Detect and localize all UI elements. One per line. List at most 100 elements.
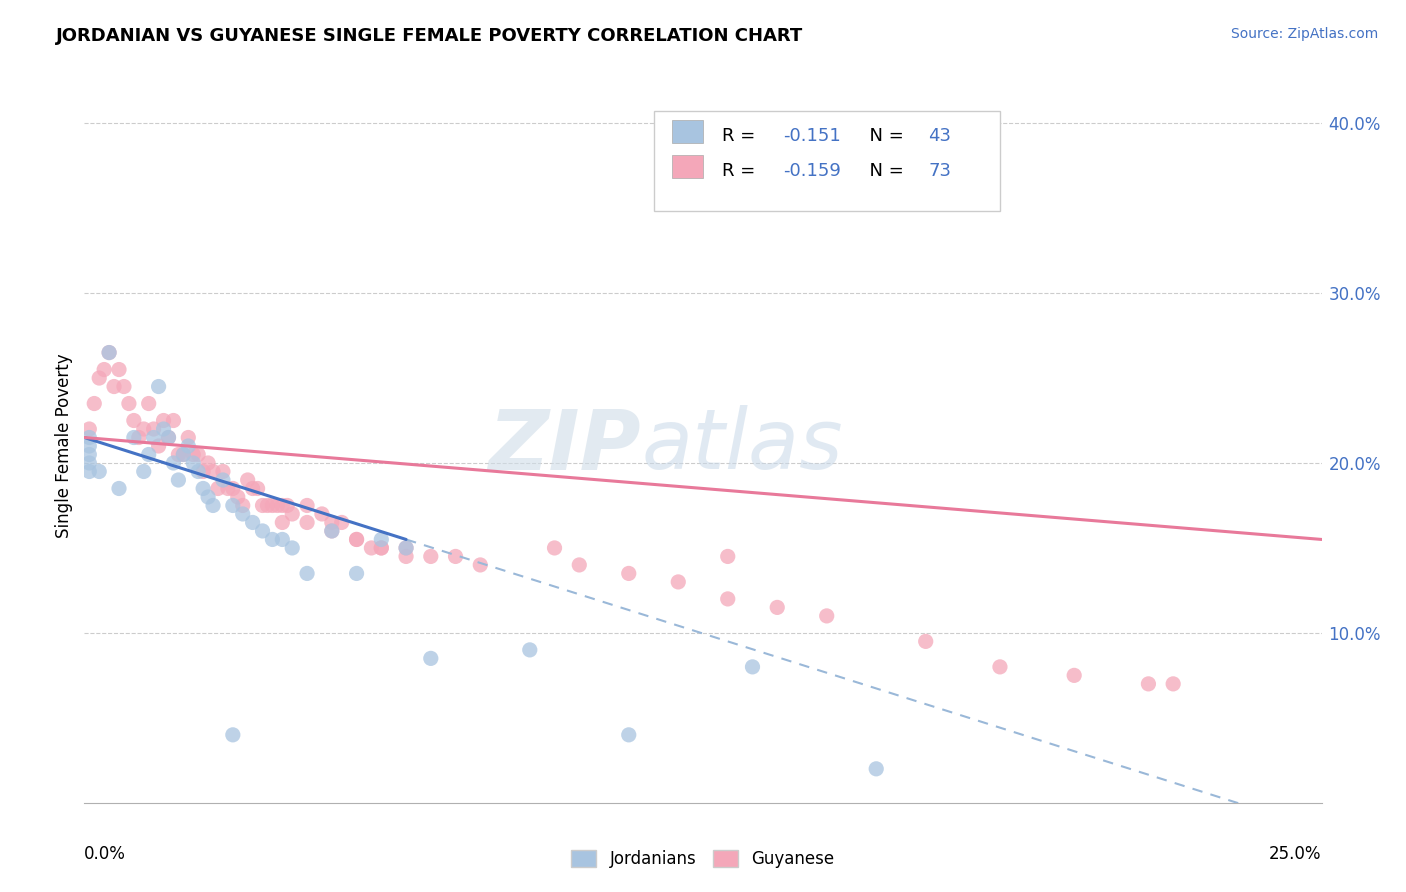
Point (617, 728, 640, 742)
Point (276, 499, 298, 513)
Point (1137, 677, 1160, 691)
Point (222, 482, 245, 496)
Point (152, 413, 174, 427)
Text: 73: 73 (928, 162, 952, 180)
Point (222, 499, 245, 513)
Text: 25.0%: 25.0% (1270, 846, 1322, 863)
Point (236, 473, 259, 487)
Point (132, 465, 155, 479)
Point (815, 608, 838, 623)
Point (256, 499, 278, 513)
FancyBboxPatch shape (672, 120, 703, 143)
Point (242, 516, 264, 530)
Point (281, 541, 304, 555)
Point (132, 422, 155, 436)
Point (162, 456, 184, 470)
Point (321, 524, 343, 538)
Point (103, 379, 125, 393)
Point (197, 490, 219, 504)
Text: N =: N = (858, 162, 910, 180)
Point (330, 516, 353, 530)
Point (1063, 668, 1085, 682)
Text: JORDANIAN VS GUYANESE SINGLE FEMALE POVERTY CORRELATION CHART: JORDANIAN VS GUYANESE SINGLE FEMALE POVE… (56, 27, 803, 45)
Text: -0.159: -0.159 (783, 162, 841, 180)
Point (181, 448, 204, 462)
Point (122, 430, 145, 444)
FancyBboxPatch shape (654, 111, 1000, 211)
Point (148, 379, 170, 393)
Point (295, 499, 318, 513)
Text: 43: 43 (928, 127, 952, 145)
Point (444, 549, 467, 564)
Point (346, 566, 368, 581)
Point (167, 448, 190, 462)
Point (914, 634, 936, 648)
Point (142, 422, 165, 436)
Point (98, 345, 121, 359)
Point (988, 660, 1011, 674)
Point (395, 549, 418, 564)
Point (252, 524, 274, 538)
Point (212, 465, 235, 479)
Point (717, 549, 740, 564)
Point (717, 591, 740, 606)
Point (226, 490, 249, 504)
Point (79, 430, 101, 444)
Point (395, 541, 418, 555)
Text: R =: R = (721, 127, 761, 145)
Point (138, 396, 160, 410)
Point (172, 448, 194, 462)
Point (311, 507, 333, 521)
Point (212, 473, 235, 487)
Point (79, 465, 101, 479)
Point (79, 456, 101, 470)
Y-axis label: Single Female Poverty: Single Female Poverty (55, 354, 73, 538)
Point (395, 541, 418, 555)
Point (321, 516, 343, 530)
Point (543, 541, 565, 555)
Point (181, 456, 204, 470)
Point (222, 728, 245, 742)
Point (262, 499, 284, 513)
Point (232, 499, 254, 513)
Point (177, 430, 200, 444)
Point (370, 541, 392, 555)
Point (148, 439, 170, 453)
Point (167, 473, 190, 487)
Point (89, 465, 111, 479)
Point (281, 507, 304, 521)
Point (346, 533, 368, 547)
Point (162, 413, 184, 427)
FancyBboxPatch shape (672, 155, 703, 178)
Point (83, 396, 105, 410)
Point (187, 448, 209, 462)
Point (197, 456, 219, 470)
Point (108, 482, 131, 496)
Point (157, 430, 180, 444)
Text: 0.0%: 0.0% (84, 846, 127, 863)
Point (128, 430, 150, 444)
Text: Source: ZipAtlas.com: Source: ZipAtlas.com (1230, 27, 1378, 41)
Text: N =: N = (858, 127, 910, 145)
Point (246, 482, 269, 496)
Point (138, 448, 160, 462)
Legend: Jordanians, Guyanese: Jordanians, Guyanese (565, 843, 841, 875)
Point (666, 574, 689, 589)
Point (519, 643, 541, 657)
Point (370, 533, 392, 547)
Point (419, 651, 441, 665)
Point (79, 448, 101, 462)
Point (202, 499, 225, 513)
Text: atlas: atlas (641, 406, 842, 486)
Point (112, 379, 135, 393)
Point (118, 396, 141, 410)
Point (177, 439, 200, 453)
Point (271, 499, 294, 513)
Point (360, 541, 382, 555)
Point (108, 362, 131, 376)
Text: ZIP: ZIP (488, 406, 641, 486)
Point (191, 482, 214, 496)
Point (157, 430, 180, 444)
Point (271, 533, 294, 547)
Text: R =: R = (721, 162, 761, 180)
